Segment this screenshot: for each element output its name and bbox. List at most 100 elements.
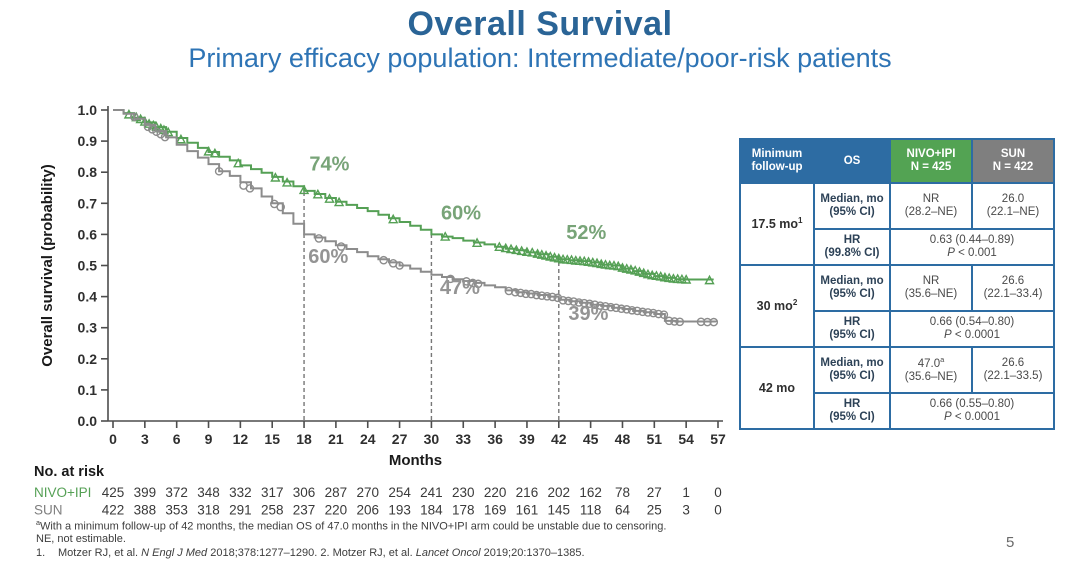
censor-circle-icon [314, 234, 324, 243]
censor-triangle-icon [511, 244, 522, 255]
censor-circle-icon [526, 289, 536, 299]
risk-row-sun: SUN 422 388 353 318 291 258 237 220 206 193 184 178 1… [34, 503, 722, 518]
risk-count: 332 [229, 485, 252, 500]
censor-circle-icon [379, 255, 388, 265]
risk-count: 0 [714, 485, 722, 500]
risk-count: 193 [388, 503, 411, 518]
censor-circle-icon [569, 297, 578, 306]
censor-circle-icon [622, 305, 632, 314]
censor-triangle-icon [333, 196, 345, 207]
censor-triangle-icon [324, 193, 335, 203]
hr-label: HR (99.8% CI) [813, 228, 891, 266]
risk-count: 118 [580, 503, 602, 518]
x-tick-label: 45 [583, 431, 599, 447]
x-tick-label: 9 [205, 431, 213, 447]
censor-circle-icon [585, 299, 594, 309]
risk-count: 169 [484, 503, 507, 518]
censor-circle-icon [633, 306, 642, 316]
censor-circle-icon [601, 301, 610, 311]
y-axis-title: Overall survival (probability) [39, 164, 56, 367]
y-tick-label: 0.3 [78, 320, 98, 336]
results-table-header: Minimum follow-up OS NIVO+IPI N = 425 SUN N =… [739, 138, 1055, 184]
censor-circle-icon [548, 292, 557, 302]
censor-circle-icon [468, 278, 478, 288]
censor-triangle-icon [521, 246, 533, 257]
censor-circle-icon [659, 310, 669, 319]
censor-circle-icon [143, 122, 153, 132]
censor-circle-icon [336, 242, 346, 251]
risk-count: 237 [293, 503, 316, 518]
censor-triangle-icon [680, 274, 692, 284]
median-nivo-value: NR (35.6–NE) [889, 264, 973, 312]
page-title: Overall Survival [407, 5, 673, 43]
risk-count: 422 [102, 503, 125, 518]
footnote-references: 1. Motzer RJ, et al. N Engl J Med 2018;37… [36, 547, 585, 559]
median-label: Median, mo (95% CI) [813, 182, 891, 230]
censor-triangle-icon [505, 243, 517, 254]
censor-circle-icon [160, 132, 170, 142]
risk-count: 425 [102, 485, 125, 500]
risk-count: 162 [579, 485, 602, 500]
risk-table-title: No. at risk [34, 464, 105, 480]
risk-count: 372 [165, 485, 188, 500]
censor-triangle-icon [175, 133, 187, 144]
risk-count: 216 [516, 485, 539, 500]
censor-circle-icon [510, 287, 520, 297]
results-header-os: OS [813, 138, 891, 184]
censor-circle-icon [611, 303, 621, 313]
censor-triangle-icon [704, 274, 715, 285]
censor-circle-icon [446, 274, 455, 284]
y-tick-label: 0.6 [78, 226, 98, 242]
median-sun-value: 26.0 (22.1–NE) [971, 182, 1055, 230]
x-tick-label: 0 [109, 431, 117, 447]
censor-triangle-icon [634, 266, 645, 276]
reference-number: 1. [36, 547, 46, 559]
censor-circle-icon [643, 308, 653, 317]
censor-circle-icon [558, 296, 568, 305]
censor-triangle-icon [298, 184, 310, 195]
x-tick-label: 48 [615, 431, 631, 447]
risk-count: 241 [420, 485, 443, 500]
followup-label: 30 mo2 [739, 264, 815, 348]
page-number: 5 [1006, 534, 1015, 551]
x-tick-label: 24 [360, 431, 376, 447]
censor-circle-icon [574, 298, 584, 307]
footnote-ne: NE, not estimable. [36, 533, 126, 545]
censor-circle-icon [579, 298, 589, 308]
censor-circle-icon [564, 296, 573, 306]
results-header-minimum-follow-up: Minimum follow-up [739, 138, 815, 184]
risk-count: 348 [197, 485, 220, 500]
hr-label: HR (95% CI) [813, 392, 891, 430]
x-tick-label: 12 [233, 431, 249, 447]
median-nivo-value: NR (28.2–NE) [889, 182, 973, 230]
median-nivo-value: 47.0a (35.6–NE) [889, 346, 973, 394]
censor-circle-icon [664, 316, 674, 326]
annotation-74pct-nivoipi: 74% [309, 154, 349, 176]
censor-circle-icon [638, 307, 647, 317]
censor-triangle-icon [613, 260, 624, 271]
censor-circle-icon [473, 279, 483, 289]
y-tick-label: 0.7 [78, 195, 98, 211]
risk-count: 399 [134, 485, 157, 500]
censor-marks-sun [129, 112, 719, 327]
censor-circle-icon [654, 309, 663, 319]
x-tick-label: 27 [392, 431, 408, 447]
risk-count: 317 [261, 485, 284, 500]
footnote-superscript: a [36, 519, 40, 527]
censor-circle-icon [696, 317, 706, 327]
km-chart: 0.00.10.20.30.40.50.60.70.80.91.00 3 6 9 12 1… [34, 102, 726, 518]
median-label: Median, mo (95% CI) [813, 264, 891, 312]
risk-count: 178 [452, 503, 475, 518]
censor-triangle-icon [209, 147, 221, 158]
risk-count: 353 [165, 503, 188, 518]
risk-count: 258 [261, 503, 284, 518]
reference-text: Motzer RJ, et al. N Engl J Med 2018;378:… [58, 547, 585, 559]
censor-circle-icon [595, 301, 605, 310]
risk-count: 206 [356, 503, 379, 518]
x-tick-label: 6 [173, 431, 181, 447]
risk-row-nivoipi: NIVO+IPI 425 399 372 348 332 317 306 287 270 254 24… [34, 485, 722, 500]
censor-circle-icon [553, 293, 563, 303]
nivoipi-curve [113, 109, 714, 281]
censor-circle-icon [152, 127, 161, 137]
